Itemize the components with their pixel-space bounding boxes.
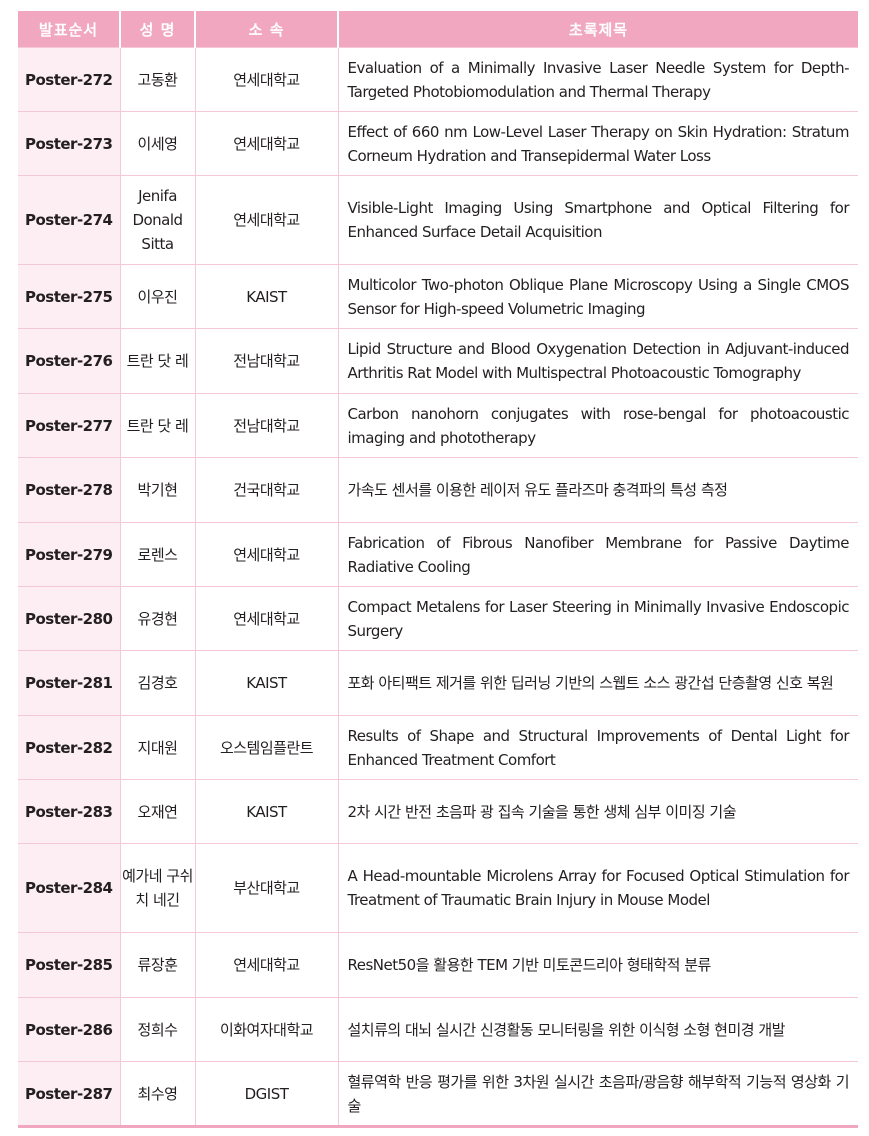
- presenter-name: 정희수: [119, 997, 196, 1062]
- abstract-title: 혈류역학 반응 평가를 위한 3차원 실시간 초음파/광음향 해부학적 기능적 …: [337, 1061, 858, 1128]
- poster-id: Poster-276: [18, 328, 121, 394]
- poster-id: Poster-273: [18, 111, 121, 176]
- poster-id: Poster-281: [18, 650, 121, 716]
- header-title: 초록제목: [337, 11, 858, 48]
- presenter-name: 트란 닷 레: [119, 393, 196, 458]
- table-row: Poster-277 트란 닷 레 전남대학교 Carbon nanohorn con…: [18, 393, 858, 458]
- table-row: Poster-284 예가네 구쉬치 네긴 부산대학교 A Head-mountabl…: [18, 843, 858, 933]
- table-row: Poster-279 로렌스 연세대학교 Fabrication of Fibrous…: [18, 522, 858, 587]
- header-name: 성 명: [119, 11, 195, 48]
- poster-id: Poster-284: [18, 843, 121, 933]
- affiliation: 전남대학교: [194, 328, 339, 394]
- poster-id: Poster-286: [18, 997, 121, 1062]
- abstract-title: Fabrication of Fibrous Nanofiber Membran…: [337, 522, 858, 587]
- poster-table: 발표순서 성 명 소 속 초록제목 Poster-272 고동환 연세대학교 Eval…: [18, 11, 858, 1128]
- table-row: Poster-280 유경현 연세대학교 Compact Metalens for L…: [18, 586, 858, 651]
- table-row: Poster-286 정희수 이화여자대학교 설치류의 대뇌 실시간 신경활동 모니터…: [18, 997, 858, 1062]
- poster-id: Poster-282: [18, 715, 121, 780]
- affiliation: 연세대학교: [194, 586, 339, 651]
- poster-id: Poster-280: [18, 586, 121, 651]
- poster-id: Poster-275: [18, 264, 121, 329]
- abstract-title: Multicolor Two-photon Oblique Plane Micr…: [337, 264, 858, 329]
- abstract-title: Lipid Structure and Blood Oxygenation De…: [337, 328, 858, 394]
- affiliation: 연세대학교: [194, 111, 339, 176]
- affiliation: DGIST: [194, 1061, 339, 1128]
- abstract-title: 2차 시간 반전 초음파 광 집속 기술을 통한 생체 심부 이미징 기술: [337, 779, 858, 844]
- presenter-name: 이우진: [119, 264, 196, 329]
- header-affiliation: 소 속: [194, 11, 338, 48]
- affiliation: 연세대학교: [194, 522, 339, 587]
- table-row: Poster-273 이세영 연세대학교 Effect of 660 nm Low-L…: [18, 111, 858, 176]
- abstract-title: Results of Shape and Structural Improvem…: [337, 715, 858, 780]
- affiliation: KAIST: [194, 264, 339, 329]
- poster-id: Poster-285: [18, 932, 121, 998]
- affiliation: 연세대학교: [194, 175, 339, 265]
- table-row: Poster-282 지대원 오스템임플란트 Results of Shape and…: [18, 715, 858, 780]
- abstract-title: Effect of 660 nm Low-Level Laser Therapy…: [337, 111, 858, 176]
- abstract-title: 가속도 센서를 이용한 레이저 유도 플라즈마 충격파의 특성 측정: [337, 457, 858, 523]
- affiliation: 연세대학교: [194, 932, 339, 998]
- presenter-name: 이세영: [119, 111, 196, 176]
- presenter-name: 유경현: [119, 586, 196, 651]
- abstract-title: ResNet50을 활용한 TEM 기반 미토콘드리아 형태학적 분류: [337, 932, 858, 998]
- table-row: Poster-287 최수영 DGIST 혈류역학 반응 평가를 위한 3차원 실시간…: [18, 1061, 858, 1128]
- abstract-title: Carbon nanohorn conjugates with rose-ben…: [337, 393, 858, 458]
- affiliation: 건국대학교: [194, 457, 339, 523]
- presenter-name: 지대원: [119, 715, 196, 780]
- poster-id: Poster-279: [18, 522, 121, 587]
- presenter-name: 오재연: [119, 779, 196, 844]
- presenter-name: 박기현: [119, 457, 196, 523]
- header-order: 발표순서: [18, 11, 120, 48]
- table-row: Poster-283 오재연 KAIST 2차 시간 반전 초음파 광 집속 기술을 …: [18, 779, 858, 844]
- presenter-name: 류장훈: [119, 932, 196, 998]
- presenter-name: 최수영: [119, 1061, 196, 1128]
- table-row: Poster-276 트란 닷 레 전남대학교 Lipid Structure and…: [18, 328, 858, 394]
- table-row: Poster-275 이우진 KAIST Multicolor Two-photon …: [18, 264, 858, 329]
- poster-id: Poster-283: [18, 779, 121, 844]
- abstract-title: Compact Metalens for Laser Steering in M…: [337, 586, 858, 651]
- presenter-name: 예가네 구쉬치 네긴: [119, 843, 196, 933]
- abstract-title: A Head-mountable Microlens Array for Foc…: [337, 843, 858, 933]
- poster-id: Poster-278: [18, 457, 121, 523]
- poster-id: Poster-272: [18, 47, 121, 112]
- table-row: Poster-285 류장훈 연세대학교 ResNet50을 활용한 TEM 기반 미…: [18, 932, 858, 998]
- presenter-name: Jenifa Donald Sitta: [119, 175, 196, 265]
- abstract-title: Visible-Light Imaging Using Smartphone a…: [337, 175, 858, 265]
- table-row: Poster-272 고동환 연세대학교 Evaluation of a Minima…: [18, 47, 858, 112]
- header-row: 발표순서 성 명 소 속 초록제목: [18, 11, 858, 48]
- presenter-name: 로렌스: [119, 522, 196, 587]
- affiliation: 연세대학교: [194, 47, 339, 112]
- affiliation: KAIST: [194, 650, 339, 716]
- abstract-title: 포화 아티팩트 제거를 위한 딥러닝 기반의 스웹트 소스 광간섭 단층촬영 신…: [337, 650, 858, 716]
- affiliation: KAIST: [194, 779, 339, 844]
- abstract-title: 설치류의 대뇌 실시간 신경활동 모니터링을 위한 이식형 소형 현미경 개발: [337, 997, 858, 1062]
- abstract-title: Evaluation of a Minimally Invasive Laser…: [337, 47, 858, 112]
- table-row: Poster-278 박기현 건국대학교 가속도 센서를 이용한 레이저 유도 플라즈…: [18, 457, 858, 523]
- table-row: Poster-281 김경호 KAIST 포화 아티팩트 제거를 위한 딥러닝 기반의…: [18, 650, 858, 716]
- affiliation: 이화여자대학교: [194, 997, 339, 1062]
- poster-id: Poster-277: [18, 393, 121, 458]
- poster-id: Poster-287: [18, 1061, 121, 1128]
- table-row: Poster-274 Jenifa Donald Sitta 연세대학교 Visibl…: [18, 175, 858, 265]
- affiliation: 오스템임플란트: [194, 715, 339, 780]
- affiliation: 부산대학교: [194, 843, 339, 933]
- poster-id: Poster-274: [18, 175, 121, 265]
- presenter-name: 트란 닷 레: [119, 328, 196, 394]
- presenter-name: 고동환: [119, 47, 196, 112]
- affiliation: 전남대학교: [194, 393, 339, 458]
- presenter-name: 김경호: [119, 650, 196, 716]
